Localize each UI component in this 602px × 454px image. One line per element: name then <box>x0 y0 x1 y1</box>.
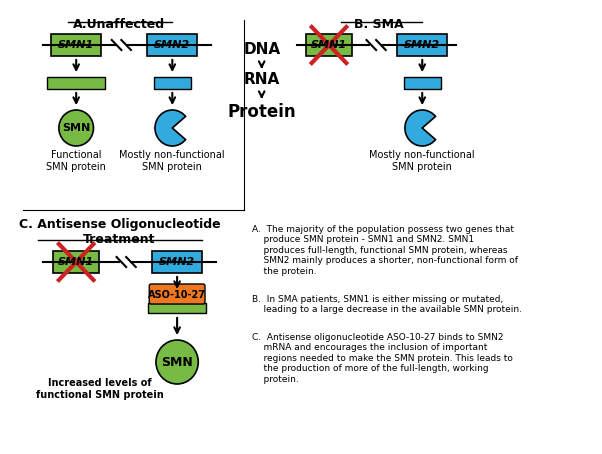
FancyBboxPatch shape <box>148 303 206 313</box>
Text: C. Antisense Oligonucleotide
Treatment: C. Antisense Oligonucleotide Treatment <box>19 218 220 246</box>
FancyBboxPatch shape <box>51 34 101 56</box>
Text: DNA: DNA <box>243 43 281 58</box>
Text: B. SMA: B. SMA <box>354 18 404 31</box>
Text: SMN2: SMN2 <box>154 40 190 50</box>
Text: RNA: RNA <box>244 73 280 88</box>
Text: ASO-10-27: ASO-10-27 <box>148 290 206 300</box>
Wedge shape <box>155 110 185 146</box>
FancyBboxPatch shape <box>397 34 447 56</box>
Text: A.  The majority of the population possess two genes that
    produce SMN protei: A. The majority of the population posses… <box>252 225 518 276</box>
Text: Increased levels of
functional SMN protein: Increased levels of functional SMN prote… <box>36 378 164 400</box>
FancyBboxPatch shape <box>306 34 352 56</box>
Text: Mostly non-functional
SMN protein: Mostly non-functional SMN protein <box>120 150 225 172</box>
Text: Mostly non-functional
SMN protein: Mostly non-functional SMN protein <box>370 150 475 172</box>
Wedge shape <box>405 110 435 146</box>
Text: SMN1: SMN1 <box>58 40 95 50</box>
FancyBboxPatch shape <box>53 251 99 273</box>
Text: SMN2: SMN2 <box>159 257 195 267</box>
FancyBboxPatch shape <box>404 77 441 89</box>
Text: SMN: SMN <box>161 355 193 369</box>
FancyBboxPatch shape <box>149 284 205 304</box>
Text: B.  In SMA patients, SMN1 is either missing or mutated,
    leading to a large d: B. In SMA patients, SMN1 is either missi… <box>252 295 522 315</box>
FancyBboxPatch shape <box>152 251 202 273</box>
Text: A.Unaffected: A.Unaffected <box>73 18 166 31</box>
FancyBboxPatch shape <box>154 77 191 89</box>
Text: C.  Antisense oligonucleotide ASO-10-27 binds to SMN2
    mRNA and encourages th: C. Antisense oligonucleotide ASO-10-27 b… <box>252 333 513 384</box>
Text: SMN1: SMN1 <box>311 40 347 50</box>
Circle shape <box>59 110 93 146</box>
Text: SMN2: SMN2 <box>404 40 440 50</box>
Text: Protein: Protein <box>228 103 296 121</box>
Circle shape <box>156 340 198 384</box>
Text: Functional
SMN protein: Functional SMN protein <box>46 150 106 172</box>
Text: SMN1: SMN1 <box>58 257 95 267</box>
FancyBboxPatch shape <box>48 77 105 89</box>
FancyBboxPatch shape <box>147 34 197 56</box>
Text: SMN: SMN <box>62 123 90 133</box>
